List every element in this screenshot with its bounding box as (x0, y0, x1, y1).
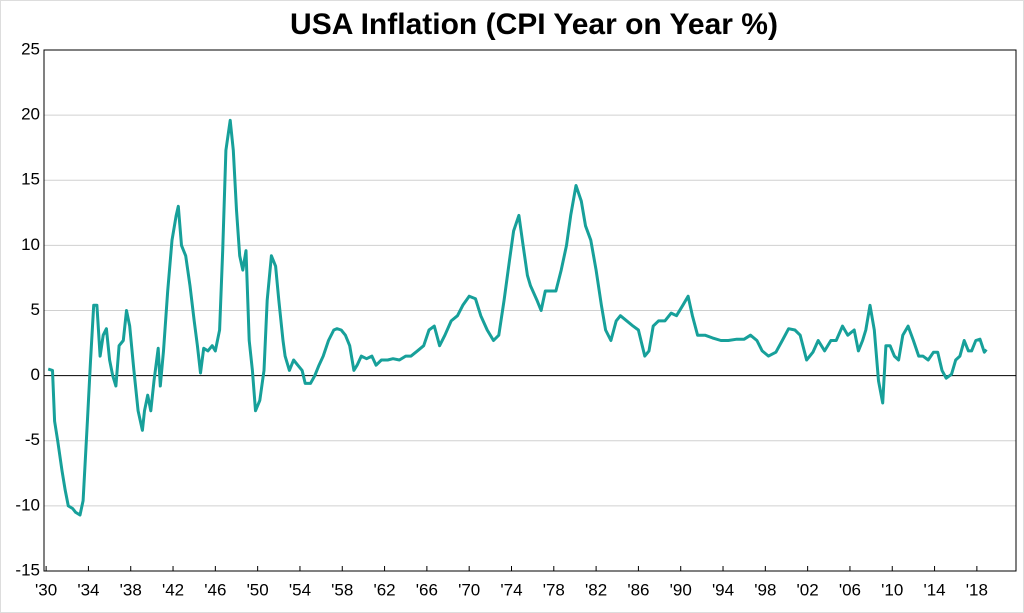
x-tick-label: '86 (627, 580, 649, 599)
x-tick-label: '02 (797, 580, 819, 599)
plot-border (43, 49, 1017, 572)
y-tick-label: 25 (21, 39, 40, 58)
x-tick-label: '70 (458, 580, 480, 599)
x-tick-label: '34 (77, 580, 99, 599)
y-tick-label: 10 (21, 235, 40, 254)
line-series (47, 118, 988, 517)
x-tick-label: '30 (35, 580, 57, 599)
x-tick-label: '58 (331, 580, 353, 599)
x-tick-label: '90 (670, 580, 692, 599)
y-tick-label: 20 (21, 105, 40, 124)
y-tick-label: -10 (15, 495, 40, 514)
x-tick-label: '66 (416, 580, 438, 599)
y-tick-label: 5 (31, 300, 40, 319)
x-tick-label: '42 (162, 580, 184, 599)
x-tick-label: '98 (754, 580, 776, 599)
y-tick-label: -5 (25, 430, 40, 449)
x-tick-label: '74 (500, 580, 522, 599)
x-tick-label: '78 (543, 580, 565, 599)
x-tick-label: '54 (289, 580, 311, 599)
x-tick-label: '38 (120, 580, 142, 599)
x-tick-label: '82 (585, 580, 607, 599)
x-tick-label: '06 (839, 580, 861, 599)
x-tick-label: '46 (204, 580, 226, 599)
y-tick-label: -15 (15, 560, 40, 579)
x-tick-label: '10 (881, 580, 903, 599)
chart-title: USA Inflation (CPI Year on Year %) (290, 8, 778, 41)
y-tick-label: 0 (31, 365, 40, 384)
x-tick-label: '18 (966, 580, 988, 599)
x-tick-label: '14 (923, 580, 945, 599)
x-tick-label: '94 (712, 580, 734, 599)
x-tick-label: '50 (247, 580, 269, 599)
y-tick-label: 15 (21, 170, 40, 189)
x-tick-label: '62 (373, 580, 395, 599)
